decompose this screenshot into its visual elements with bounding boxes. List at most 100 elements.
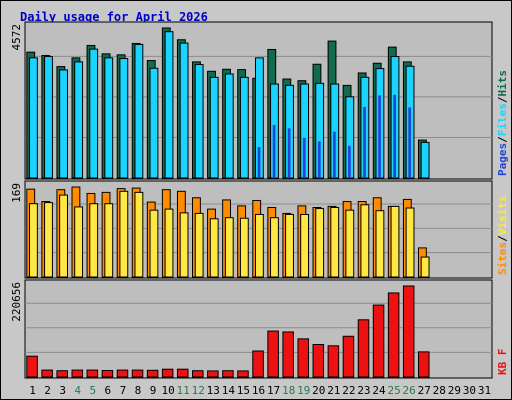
- bar-visits-day-3: [59, 194, 68, 278]
- bar-visits-day-4: [74, 206, 84, 278]
- bar-kb-f-day-3: [56, 370, 68, 378]
- bar-files-day-8: [134, 43, 144, 179]
- x-tick-label-day-9: 9: [150, 384, 157, 397]
- x-tick-label-day-30: 30: [463, 384, 476, 397]
- bar-pages-day-18: [287, 128, 291, 178]
- x-tick-label-day-26: 26: [403, 384, 416, 397]
- bar-visits-day-16: [254, 213, 264, 278]
- bar-kb-f-day-25: [387, 292, 400, 378]
- bar-kb-f-day-18: [282, 331, 294, 378]
- bar-kb-f-day-1: [26, 355, 38, 378]
- bar-visits-day-22: [345, 209, 355, 278]
- panel-2-max-label: 220656: [10, 282, 23, 322]
- x-tick-label-day-16: 16: [252, 384, 265, 397]
- bar-visits-day-13: [209, 218, 219, 278]
- x-tick-label-day-7: 7: [120, 384, 127, 397]
- bar-files-day-15: [239, 76, 249, 179]
- bar-kb-f-day-23: [357, 319, 370, 378]
- bar-visits-day-10: [164, 208, 174, 278]
- bar-files-day-27: [420, 141, 430, 179]
- bar-kb-f-day-16: [252, 350, 264, 378]
- x-tick-label-day-21: 21: [327, 384, 340, 397]
- legend-entry-visits: Visits: [496, 196, 509, 236]
- bar-files-day-3: [59, 69, 68, 179]
- bar-visits-day-24: [375, 210, 385, 278]
- bar-visits-day-7: [119, 190, 129, 278]
- bar-kb-f-day-22: [342, 335, 355, 378]
- bar-visits-day-11: [179, 212, 189, 278]
- x-tick-label-day-12: 12: [192, 384, 205, 397]
- x-tick-label-day-5: 5: [89, 384, 96, 397]
- bar-files-day-10: [164, 31, 174, 179]
- bar-kb-f-day-7: [116, 369, 129, 378]
- bar-kb-f-day-10: [161, 368, 174, 378]
- bar-pages-day-17: [272, 124, 276, 178]
- x-tick-label-day-4: 4: [74, 384, 81, 397]
- panel-0-max-label: 4572: [10, 24, 23, 51]
- bar-files-day-9: [149, 67, 159, 179]
- bar-visits-day-2: [44, 202, 53, 278]
- bar-visits-day-25: [390, 205, 400, 278]
- legend-entry-files: Files: [496, 103, 509, 136]
- bar-pages-day-23: [363, 106, 366, 178]
- bar-kb-f-day-27: [417, 351, 430, 378]
- bar-pages-day-26: [408, 107, 412, 178]
- bar-visits-day-20: [315, 208, 325, 278]
- legend-entry-kbf: KB F: [496, 349, 509, 376]
- bar-visits-day-23: [360, 204, 370, 278]
- x-tick-label-day-14: 14: [222, 384, 236, 397]
- x-tick-label-day-19: 19: [297, 384, 310, 397]
- panel-2-legend: KB F: [496, 349, 509, 376]
- bar-kb-f-day-11: [176, 368, 189, 378]
- legend-entry-: /: [496, 136, 509, 143]
- bar-kb-f-day-26: [402, 285, 415, 378]
- bar-pages-day-22: [348, 145, 351, 178]
- bar-files-day-5: [89, 48, 99, 179]
- bar-files-day-13: [209, 76, 219, 179]
- bar-pages-day-19: [302, 137, 306, 178]
- bar-visits-day-27: [420, 256, 430, 278]
- panel-1-legend: Sites/Visits: [496, 196, 509, 276]
- legend-entry-: /: [496, 235, 509, 242]
- bar-pages-day-21: [332, 131, 336, 178]
- bar-pages-day-20: [317, 141, 321, 178]
- bar-files-day-1: [29, 57, 38, 179]
- x-tick-label-day-29: 29: [448, 384, 461, 397]
- x-tick-label-day-1: 1: [29, 384, 36, 397]
- x-tick-label-day-2: 2: [44, 384, 51, 397]
- x-tick-label-day-23: 23: [357, 384, 370, 397]
- bar-kb-f-day-13: [207, 370, 219, 378]
- x-tick-label-day-10: 10: [161, 384, 174, 397]
- bar-visits-day-17: [270, 217, 279, 278]
- bar-kb-f-day-17: [267, 330, 279, 378]
- bar-visits-day-1: [29, 203, 38, 278]
- x-tick-label-day-18: 18: [282, 384, 295, 397]
- bar-visits-day-9: [149, 209, 159, 278]
- bar-kb-f-day-12: [192, 370, 204, 378]
- bar-visits-day-15: [239, 217, 249, 278]
- x-tick-label-day-8: 8: [135, 384, 142, 397]
- bar-kb-f-day-14: [222, 370, 234, 378]
- bar-kb-f-day-20: [312, 344, 325, 378]
- bar-visits-day-18: [285, 213, 294, 278]
- panel-0-legend: Pages/Files/Hits: [496, 70, 509, 176]
- x-tick-label-day-28: 28: [433, 384, 446, 397]
- bar-files-day-2: [44, 56, 53, 179]
- legend-entry-pages: Pages: [496, 143, 509, 176]
- x-tick-label-day-6: 6: [105, 384, 112, 397]
- bar-kb-f-day-21: [327, 345, 340, 378]
- bar-kb-f-day-6: [101, 370, 114, 378]
- x-tick-label-day-15: 15: [237, 384, 250, 397]
- bar-visits-day-14: [224, 217, 234, 278]
- bar-files-day-12: [194, 64, 204, 179]
- bar-kb-f-day-5: [86, 369, 99, 378]
- bar-visits-day-5: [89, 203, 99, 278]
- bar-kb-f-day-24: [372, 304, 385, 378]
- bar-pages-day-16: [257, 147, 261, 178]
- bar-visits-day-26: [405, 207, 415, 278]
- bar-visits-day-6: [104, 203, 114, 278]
- x-tick-label-day-3: 3: [59, 384, 66, 397]
- bar-kb-f-day-19: [297, 338, 310, 378]
